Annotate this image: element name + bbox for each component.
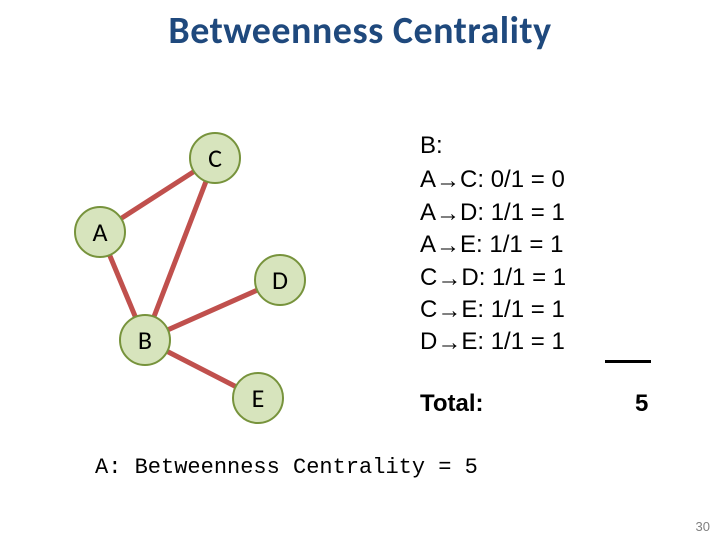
arrow-icon: → <box>436 198 460 230</box>
graph-node-A: A <box>74 206 126 258</box>
arrow-icon: → <box>437 295 461 327</box>
calc-header: B: <box>420 130 566 162</box>
slide: { "title": { "text": "Betweenness Centra… <box>0 0 720 540</box>
graph-node-B: B <box>119 314 171 366</box>
calc-row: A→E: 1/1 = 1 <box>420 229 566 261</box>
total-label: Total: <box>420 390 484 418</box>
node-label: E <box>252 382 265 414</box>
arrow-icon: → <box>436 230 460 262</box>
footer-formula: A: Betweenness Centrality = 5 <box>95 455 478 480</box>
node-label: D <box>272 264 288 296</box>
node-label: B <box>138 324 152 356</box>
calc-row: D→E: 1/1 = 1 <box>420 326 566 358</box>
calc-row: A→C: 0/1 = 0 <box>420 164 566 196</box>
calc-row: C→E: 1/1 = 1 <box>420 294 566 326</box>
graph-node-E: E <box>232 372 284 424</box>
node-label: C <box>208 142 222 174</box>
calc-row: C→D: 1/1 = 1 <box>420 262 566 294</box>
calculation-block: B: A→C: 0/1 = 0 A→D: 1/1 = 1 A→E: 1/1 = … <box>420 130 566 359</box>
sum-rule <box>605 360 651 363</box>
arrow-icon: → <box>437 263 461 295</box>
arrow-icon: → <box>436 165 460 197</box>
arrow-icon: → <box>437 327 461 359</box>
page-number: 30 <box>696 519 710 534</box>
total-value: 5 <box>635 390 648 418</box>
slide-title: Betweenness Centrality <box>0 8 720 54</box>
node-label: A <box>92 216 107 248</box>
graph-node-D: D <box>254 254 306 306</box>
graph-node-C: C <box>189 132 241 184</box>
calc-row: A→D: 1/1 = 1 <box>420 197 566 229</box>
